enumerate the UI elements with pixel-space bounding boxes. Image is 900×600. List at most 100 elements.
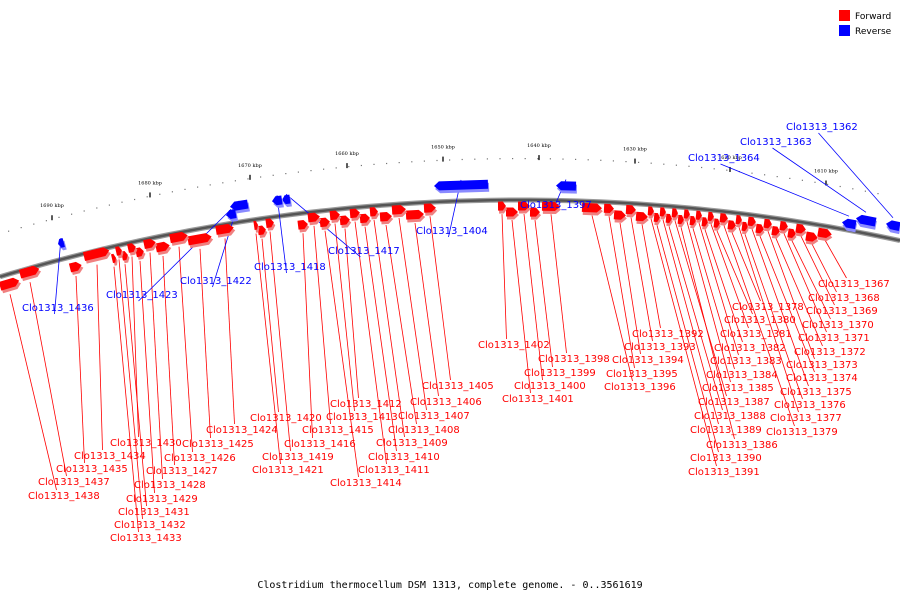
forward-gene[interactable] [0, 276, 22, 294]
forward-gene[interactable] [169, 231, 190, 246]
forward-gene[interactable] [787, 228, 797, 242]
forward-gene[interactable] [795, 223, 807, 238]
forward-gene-label[interactable]: Clo1313_1390 [690, 453, 762, 464]
forward-gene-label[interactable]: Clo1313_1424 [206, 425, 278, 436]
forward-gene[interactable] [677, 214, 686, 228]
forward-gene[interactable] [319, 217, 332, 231]
forward-gene[interactable] [307, 212, 322, 226]
forward-gene[interactable] [695, 210, 704, 224]
reverse-gene[interactable] [434, 179, 490, 194]
forward-gene-label[interactable]: Clo1313_1408 [388, 425, 460, 436]
reverse-gene-label[interactable]: Clo1313_1422 [180, 276, 252, 287]
reverse-gene-label[interactable]: Clo1313_1423 [106, 290, 178, 301]
forward-gene-label[interactable]: Clo1313_1407 [398, 411, 470, 422]
reverse-gene[interactable] [281, 194, 292, 208]
reverse-gene-label[interactable]: Clo1313_1436 [22, 303, 94, 314]
forward-gene[interactable] [701, 217, 710, 230]
forward-gene[interactable] [671, 208, 679, 221]
forward-gene-label[interactable]: Clo1313_1434 [74, 451, 146, 462]
forward-gene-label[interactable]: Clo1313_1371 [798, 333, 870, 344]
reverse-gene-label[interactable]: Clo1313_1362 [786, 122, 858, 133]
forward-gene-label[interactable]: Clo1313_1401 [502, 394, 574, 405]
reverse-gene-label[interactable]: Clo1313_1404 [416, 226, 488, 237]
forward-gene-label[interactable]: Clo1313_1432 [114, 520, 186, 531]
forward-gene-label[interactable]: Clo1313_1400 [514, 381, 586, 392]
forward-gene-label[interactable]: Clo1313_1370 [802, 320, 874, 331]
forward-gene[interactable] [653, 212, 661, 226]
forward-gene-label[interactable]: Clo1313_1433 [110, 533, 182, 544]
forward-gene[interactable] [359, 213, 372, 227]
forward-gene-label[interactable]: Clo1313_1399 [524, 368, 596, 379]
forward-gene-label[interactable]: Clo1313_1426 [164, 453, 236, 464]
forward-gene-label[interactable]: Clo1313_1379 [766, 427, 838, 438]
forward-gene-label[interactable]: Clo1313_1375 [780, 387, 852, 398]
forward-gene-label[interactable]: Clo1313_1391 [688, 467, 760, 478]
forward-gene-label[interactable]: Clo1313_1380 [724, 315, 796, 326]
forward-gene-label[interactable]: Clo1313_1416 [284, 439, 356, 450]
forward-gene-label[interactable]: Clo1313_1392 [632, 329, 704, 340]
forward-gene[interactable] [713, 218, 722, 231]
forward-gene[interactable] [529, 207, 541, 220]
reverse-gene[interactable] [57, 238, 67, 251]
forward-gene-label[interactable]: Clo1313_1395 [606, 369, 678, 380]
forward-gene[interactable] [771, 225, 781, 239]
forward-gene[interactable] [755, 223, 765, 237]
reverse-gene-label[interactable]: Clo1313_1363 [740, 137, 812, 148]
forward-gene-label[interactable]: Clo1313_1381 [720, 329, 792, 340]
forward-gene-label[interactable]: Clo1313_1398 [538, 354, 610, 365]
forward-gene-label[interactable]: Clo1313_1393 [624, 342, 696, 353]
forward-gene[interactable] [329, 210, 342, 223]
forward-gene-label[interactable]: Clo1313_1402 [478, 340, 550, 351]
forward-gene-label[interactable]: Clo1313_1438 [28, 491, 100, 502]
forward-gene-label[interactable]: Clo1313_1377 [770, 413, 842, 424]
forward-gene[interactable] [497, 201, 508, 214]
forward-gene[interactable] [603, 203, 615, 217]
forward-gene-label[interactable]: Clo1313_1419 [262, 452, 334, 463]
forward-gene-label[interactable]: Clo1313_1431 [118, 507, 190, 518]
forward-gene[interactable] [187, 232, 214, 249]
forward-gene[interactable] [763, 218, 773, 232]
forward-gene[interactable] [647, 206, 655, 219]
forward-gene[interactable] [659, 207, 667, 220]
forward-gene-label[interactable]: Clo1313_1411 [358, 465, 430, 476]
forward-gene-label[interactable]: Clo1313_1388 [694, 411, 766, 422]
forward-gene-label[interactable]: Clo1313_1409 [376, 438, 448, 449]
forward-gene-label[interactable]: Clo1313_1406 [410, 397, 482, 408]
forward-gene[interactable] [541, 201, 561, 215]
forward-gene[interactable] [114, 246, 124, 259]
forward-gene[interactable] [689, 215, 698, 229]
forward-gene[interactable] [369, 207, 380, 220]
reverse-gene[interactable] [556, 181, 578, 194]
forward-gene-label[interactable]: Clo1313_1414 [330, 478, 402, 489]
forward-gene-label[interactable]: Clo1313_1382 [714, 343, 786, 354]
forward-gene[interactable] [683, 209, 692, 222]
forward-gene-label[interactable]: Clo1313_1368 [808, 293, 880, 304]
forward-gene[interactable] [18, 264, 42, 282]
forward-gene[interactable] [719, 213, 729, 226]
forward-gene[interactable] [215, 223, 236, 238]
forward-gene-label[interactable]: Clo1313_1386 [706, 440, 778, 451]
reverse-gene[interactable] [885, 219, 900, 235]
forward-gene[interactable] [135, 247, 146, 260]
forward-gene[interactable] [110, 253, 119, 266]
reverse-gene[interactable] [841, 218, 858, 233]
forward-gene[interactable] [517, 201, 531, 214]
forward-gene-label[interactable]: Clo1313_1427 [146, 466, 218, 477]
forward-gene[interactable] [741, 221, 749, 235]
forward-gene-label[interactable]: Clo1313_1410 [368, 452, 440, 463]
reverse-gene[interactable] [271, 195, 284, 209]
forward-gene[interactable] [82, 246, 112, 264]
forward-gene[interactable] [625, 204, 637, 218]
forward-gene[interactable] [727, 220, 737, 233]
forward-gene[interactable] [349, 208, 362, 221]
forward-gene[interactable] [805, 231, 819, 246]
forward-gene-label[interactable]: Clo1313_1374 [786, 373, 858, 384]
forward-gene-label[interactable]: Clo1313_1372 [794, 347, 866, 358]
forward-gene[interactable] [391, 205, 408, 218]
forward-gene-label[interactable]: Clo1313_1376 [774, 400, 846, 411]
reverse-gene-label[interactable]: Clo1313_1364 [688, 153, 760, 164]
forward-gene[interactable] [155, 241, 172, 256]
forward-gene[interactable] [68, 261, 85, 276]
reverse-gene[interactable] [229, 199, 250, 215]
forward-gene-label[interactable]: Clo1313_1435 [56, 464, 128, 475]
